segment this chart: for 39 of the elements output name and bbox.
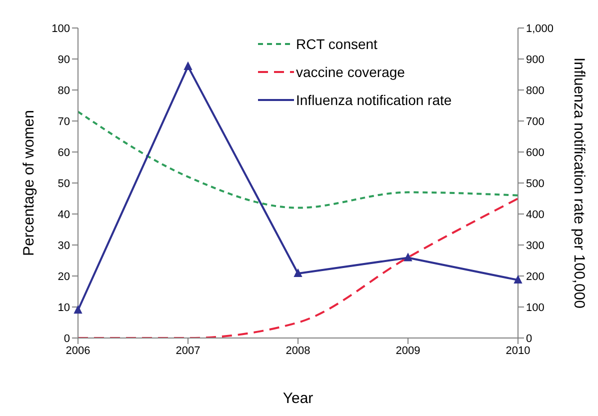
point [294,269,302,278]
y-tick-label: 60 [58,146,70,159]
point [404,253,412,262]
y-tick-label: 80 [58,84,70,97]
y2-tick-label: 600 [526,146,544,159]
y-tick-label: 40 [58,208,70,221]
x-tick-label: 2010 [506,344,530,357]
y2-tick-label: 100 [526,302,544,314]
y2-tick-label: 700 [526,116,544,128]
y2-axis-title: Influenza notification rate per 100,000 [570,57,588,309]
y2-tick-label: 500 [526,178,544,190]
legend-label: vaccine coverage [296,64,405,80]
y-tick-label: 20 [58,270,70,283]
y-tick-label: 90 [58,54,70,66]
x-tick-label: 2007 [176,344,200,357]
point [184,62,192,70]
y-tick-label: 30 [58,240,70,252]
y-tick-label: 100 [52,22,70,35]
y-tick-label: 0 [64,332,70,345]
legend-label: RCT consent [296,36,378,52]
point [514,276,522,284]
y-tick-label: 70 [58,116,70,128]
y2-tick-label: 800 [526,84,544,97]
x-tick-label: 2006 [66,344,90,357]
line-series [77,110,519,209]
y2-tick-label: 1,000 [526,22,554,35]
x-tick-label: 2009 [396,344,420,357]
y2-tick-label: 900 [526,54,544,66]
y2-tick-label: 400 [526,208,544,221]
x-tick-label: 2008 [286,344,310,357]
legend-label: Influenza notification rate [296,92,452,108]
point [74,306,82,314]
y-axis-title: Percentage of women [20,110,38,256]
y2-tick-label: 200 [526,270,544,283]
y2-tick-label: 300 [526,240,544,252]
y-tick-label: 10 [58,302,70,314]
x-axis-title: Year [282,390,314,407]
y2-tick-label: 0 [526,332,532,345]
y-tick-label: 50 [58,178,70,190]
